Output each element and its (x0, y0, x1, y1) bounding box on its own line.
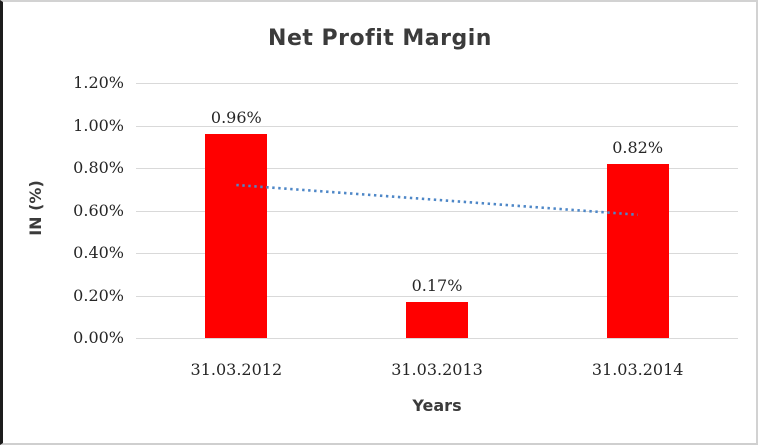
y-tick-label: 1.00% (73, 115, 124, 135)
x-category-label: 31.03.2014 (591, 360, 684, 379)
gridline (136, 253, 738, 254)
y-tick-label: 0.80% (73, 158, 124, 177)
gridline (136, 125, 738, 127)
bar-31.03.2013 (406, 301, 468, 338)
y-tick-label: 0.40% (73, 243, 124, 262)
y-tick-label: 0.00% (73, 328, 124, 347)
x-category-label: 31.03.2012 (190, 360, 283, 379)
y-tick-label: 0.60% (73, 200, 124, 220)
gridline (136, 338, 738, 339)
y-axis-title: IN (%) (26, 180, 45, 236)
y-tick-label: 1.20% (73, 73, 124, 92)
gridline (136, 210, 738, 212)
y-tick-label: 0.20% (73, 285, 124, 305)
x-category-label: 31.03.2013 (391, 360, 483, 379)
trendline (236, 183, 638, 217)
x-axis-title: Years (412, 396, 462, 415)
gridline (136, 295, 738, 297)
data-label: 0.96% (210, 108, 262, 127)
data-label: 0.17% (411, 275, 463, 295)
gridline (136, 168, 738, 169)
gridline (136, 83, 738, 84)
bar-31.03.2014 (606, 163, 669, 338)
chart-title: Net Profit Margin (268, 26, 492, 51)
bar-31.03.2012 (205, 134, 268, 338)
data-label: 0.82% (612, 137, 664, 157)
plot-area: 1.20% 1.00% 0.80% 0.60% 0.40% 0.20% 0.00% 0.96%… (73, 73, 738, 379)
